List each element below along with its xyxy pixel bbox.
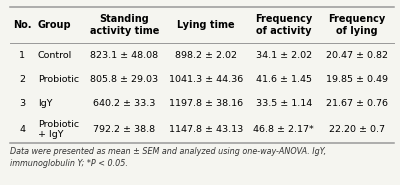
Text: Lying time: Lying time	[177, 20, 235, 31]
Text: Probiotic: Probiotic	[38, 75, 79, 84]
Text: 823.1 ± 48.08: 823.1 ± 48.08	[90, 51, 158, 60]
Text: 21.67 ± 0.76: 21.67 ± 0.76	[326, 99, 388, 108]
Text: 33.5 ± 1.14: 33.5 ± 1.14	[256, 99, 312, 108]
Text: Probiotic
+ IgY: Probiotic + IgY	[38, 120, 79, 139]
Text: 898.2 ± 2.02: 898.2 ± 2.02	[175, 51, 237, 60]
Text: No.: No.	[13, 20, 32, 31]
Text: Frequency
of activity: Frequency of activity	[255, 14, 312, 36]
Text: 640.2 ± 33.3: 640.2 ± 33.3	[93, 99, 156, 108]
Text: 22.20 ± 0.7: 22.20 ± 0.7	[329, 125, 385, 134]
Text: Data were presented as mean ± SEM and analyzed using one-way-ANOVA. IgY,
immunog: Data were presented as mean ± SEM and an…	[10, 147, 326, 168]
Text: 805.8 ± 29.03: 805.8 ± 29.03	[90, 75, 158, 84]
Text: 19.85 ± 0.49: 19.85 ± 0.49	[326, 75, 388, 84]
Text: Frequency
of lying: Frequency of lying	[329, 14, 386, 36]
Text: Standing
activity time: Standing activity time	[90, 14, 159, 36]
Text: 3: 3	[19, 99, 25, 108]
Text: 1147.8 ± 43.13: 1147.8 ± 43.13	[169, 125, 243, 134]
Text: Group: Group	[38, 20, 71, 31]
Text: 34.1 ± 2.02: 34.1 ± 2.02	[256, 51, 312, 60]
Text: Control: Control	[38, 51, 72, 60]
Text: 46.8 ± 2.17*: 46.8 ± 2.17*	[253, 125, 314, 134]
Text: 1197.8 ± 38.16: 1197.8 ± 38.16	[169, 99, 243, 108]
Text: 1041.3 ± 44.36: 1041.3 ± 44.36	[169, 75, 243, 84]
Text: IgY: IgY	[38, 99, 52, 108]
Text: 4: 4	[19, 125, 25, 134]
Text: 2: 2	[19, 75, 25, 84]
Text: 41.6 ± 1.45: 41.6 ± 1.45	[256, 75, 312, 84]
Text: 1: 1	[19, 51, 25, 60]
Text: 20.47 ± 0.82: 20.47 ± 0.82	[326, 51, 388, 60]
Text: 792.2 ± 38.8: 792.2 ± 38.8	[93, 125, 156, 134]
